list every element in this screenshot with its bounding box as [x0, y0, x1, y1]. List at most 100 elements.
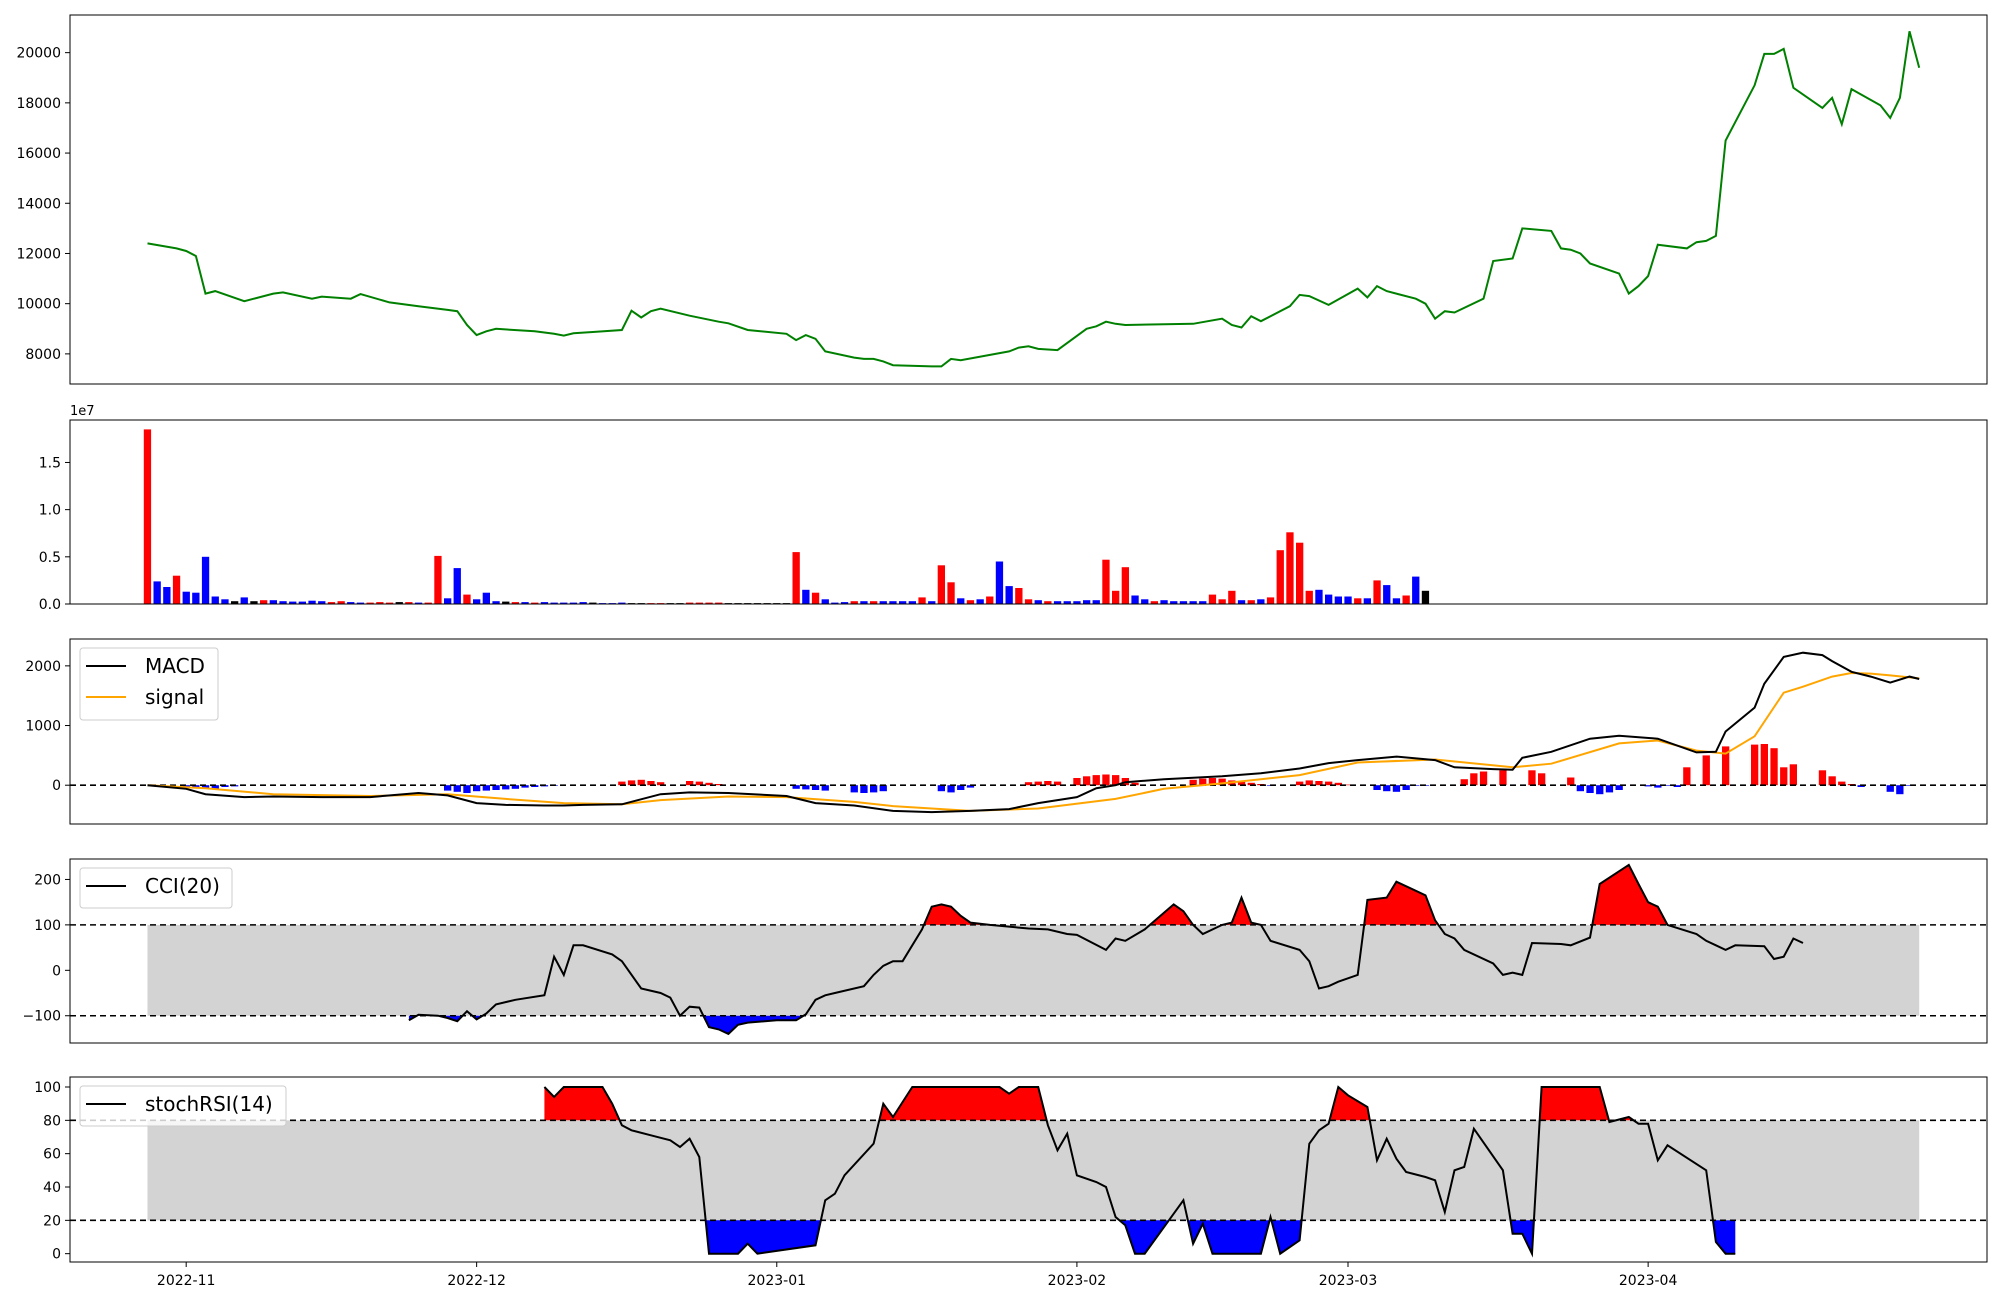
macd-histogram-bar: [1586, 785, 1594, 793]
macd-histogram-bar: [1818, 770, 1827, 786]
volume-bar: [928, 601, 936, 604]
price-series: [147, 31, 1921, 368]
macd-histogram-bar: [947, 785, 955, 793]
macd-histogram-bar: [1325, 781, 1333, 786]
volume-bar: [860, 601, 868, 604]
volume-bar: [1073, 601, 1081, 604]
macd-histogram-bar: [1470, 773, 1478, 786]
y-tick-label: 2000: [25, 659, 61, 675]
volume-bar: [260, 600, 268, 604]
volume-bar: [473, 599, 481, 604]
macd-histogram-bar: [1576, 785, 1584, 792]
y-tick-label: 200: [34, 872, 61, 888]
cci-legend-label: CCI(20): [145, 874, 220, 898]
volume-panel: 0.0 0.5 1.0 1.5 1e7: [39, 404, 1988, 613]
volume-bar: [1053, 601, 1062, 604]
macd-histogram-bar: [686, 781, 694, 786]
volume-bar: [1315, 589, 1323, 604]
volume-bar: [899, 601, 907, 604]
volume-bar: [1354, 598, 1362, 604]
macd-legend: MACD signal: [79, 647, 219, 721]
macd-histogram-bar: [1296, 781, 1304, 786]
volume-bar: [385, 602, 394, 604]
volume-bars: [143, 429, 1430, 604]
volume-bar: [1392, 598, 1401, 604]
macd-histogram-bar: [1199, 778, 1207, 786]
volume-bar: [163, 587, 171, 604]
y-tick-label: 0: [52, 778, 61, 794]
macd-histogram-bar: [1770, 748, 1778, 786]
x-tick-label: 2022-12: [447, 1273, 506, 1289]
macd-histogram-bar: [1673, 785, 1681, 787]
volume-bar: [289, 601, 297, 604]
y-tick-label: 0: [52, 1247, 61, 1263]
macd-histogram-bar: [618, 781, 626, 786]
volume-bar: [1170, 601, 1178, 604]
stochrsi-legend: stochRSI(14): [79, 1085, 287, 1127]
macd-histogram-bar: [1838, 781, 1846, 786]
y-tick-label: 10000: [16, 297, 61, 313]
macd-histogram-bar: [1896, 785, 1904, 795]
macd-histogram-bar: [937, 785, 945, 792]
volume-bar: [434, 555, 442, 604]
volume-bar: [550, 602, 558, 604]
volume-bar: [1141, 599, 1149, 604]
y-tick-label: 1.5: [39, 455, 61, 471]
volume-bar: [686, 602, 694, 604]
macd-histogram-bar: [1644, 785, 1652, 787]
y-tick-label: 1000: [25, 719, 61, 735]
volume-bar: [453, 568, 461, 604]
macd-histogram-bar: [1857, 785, 1865, 787]
volume-bar: [1344, 596, 1352, 604]
volume-bar: [560, 602, 568, 604]
volume-bar: [279, 601, 287, 604]
macd-histogram-bar: [502, 785, 510, 790]
macd-histogram-bar: [1499, 770, 1507, 786]
macd-histogram-bar: [1102, 774, 1110, 786]
volume-bar: [1237, 600, 1246, 604]
stochrsi-overbought-fill: [544, 1087, 1736, 1121]
volume-bar: [502, 601, 510, 604]
volume-bar: [376, 602, 384, 604]
y-tick-label: −100: [23, 1009, 61, 1025]
volume-bar: [1218, 599, 1226, 604]
volume-bar: [715, 602, 723, 604]
price-plot: 8000 10000 12000 14000 16000 18000 20000: [16, 14, 1988, 385]
axes-frame: [69, 14, 1988, 385]
volume-bar: [143, 429, 152, 604]
volume-bar: [937, 565, 945, 604]
volume-bar: [482, 592, 490, 604]
volume-bar: [308, 600, 316, 604]
volume-bar: [1044, 601, 1052, 604]
volume-bar: [831, 602, 839, 604]
volume-bar: [1325, 594, 1333, 604]
macd-histogram-bar: [492, 785, 500, 790]
y-tick-label: 1.0: [39, 503, 61, 519]
y-tick-label: 14000: [16, 196, 61, 212]
macd-histogram-bar: [1189, 779, 1197, 786]
volume-bar: [201, 556, 210, 604]
volume-bar: [850, 601, 858, 604]
macd-histogram-bar: [821, 785, 829, 791]
volume-bar: [1276, 550, 1284, 604]
cci-panel: −100 0 100 200 CCI(20): [23, 858, 1988, 1044]
cci-series: [70, 863, 1987, 1036]
macd-histogram-bar: [1344, 784, 1352, 786]
macd-histogram-bar: [531, 785, 539, 787]
y-tick-label: 20000: [16, 46, 61, 62]
volume-bar: [569, 602, 578, 604]
volume-bar: [908, 601, 916, 604]
volume-bar: [1015, 588, 1023, 604]
volume-bar: [540, 602, 549, 604]
price-line: [147, 31, 1921, 368]
volume-bar: [1199, 601, 1207, 604]
volume-bar: [424, 602, 432, 604]
stochrsi-panel: 0 20 40 60 80 100 2022-11 2022-12 2023-01 2023-02…: [34, 1076, 1988, 1289]
macd-histogram-bar: [444, 785, 452, 791]
macd-histogram-bar: [695, 781, 703, 786]
volume-bar: [221, 599, 229, 604]
macd-histogram-bar: [201, 785, 210, 789]
macd-histogram-bar: [1218, 778, 1226, 786]
macd-histogram-bar: [1479, 771, 1488, 786]
volume-bar: [405, 602, 413, 604]
